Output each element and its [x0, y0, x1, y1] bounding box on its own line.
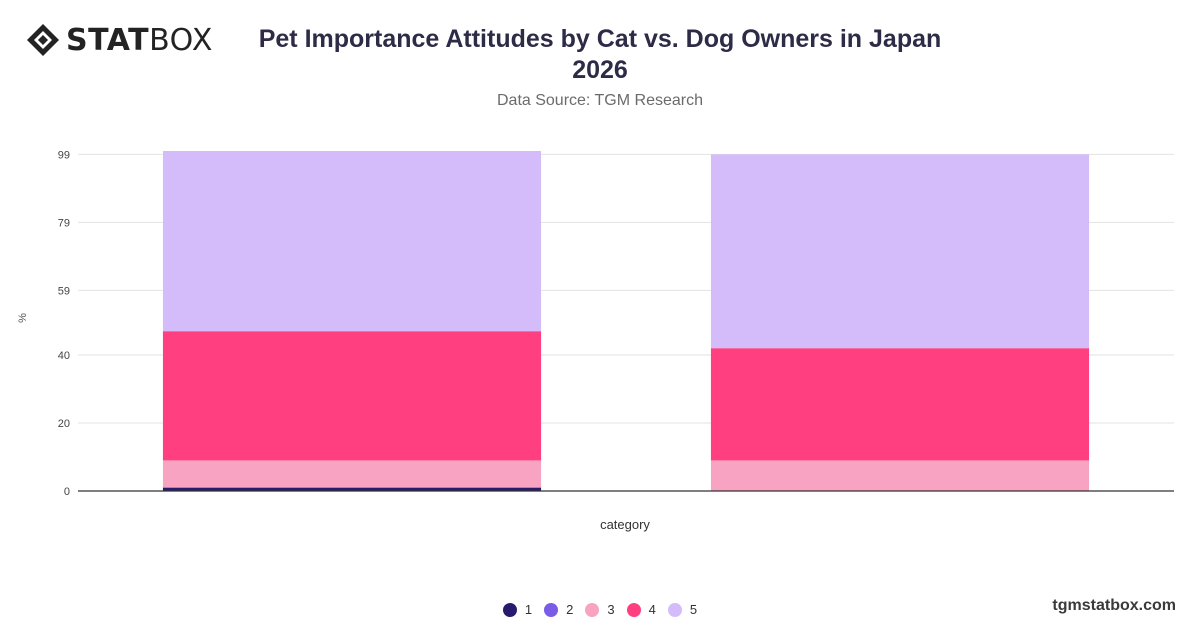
- statbox-diamond-icon: [27, 24, 59, 56]
- y-tick-label: 40: [58, 350, 70, 362]
- legend-marker-icon: [544, 602, 559, 617]
- legend-item-5[interactable]: 5: [667, 602, 698, 617]
- chart-subtitle: Data Source: TGM Research: [496, 92, 703, 109]
- legend-label: 1: [524, 602, 533, 617]
- legend-marker-icon: [502, 602, 517, 617]
- logo-bold-text: STAT: [66, 22, 150, 58]
- y-tick-label: 99: [58, 149, 70, 161]
- bar-segment-series-4: [162, 331, 542, 461]
- y-tick-label: 0: [64, 486, 70, 498]
- legend-label: 2: [566, 602, 574, 617]
- x-axis-label: category: [600, 517, 650, 532]
- y-tick-label: 20: [58, 418, 70, 430]
- legend-marker-icon: [667, 602, 682, 617]
- footer-brand: tgmstatbox.com: [1052, 597, 1176, 614]
- legend-marker-icon: [626, 602, 641, 617]
- legend-label: 5: [689, 602, 698, 617]
- bar-segment-series-1: [162, 487, 542, 491]
- bar-segment-series-5: [162, 151, 542, 332]
- bar-segment-series-4: [710, 348, 1090, 461]
- bar-segment-series-3: [710, 460, 1090, 491]
- legend-marker-icon: [585, 602, 600, 617]
- y-tick-label: 59: [58, 285, 70, 297]
- legend-item-4[interactable]: 4: [626, 602, 656, 617]
- legend-label: 3: [607, 602, 615, 617]
- statbox-logo: STATBOX: [26, 22, 213, 58]
- logo-text: STATBOX: [66, 23, 213, 58]
- legend-item-2[interactable]: 2: [544, 602, 573, 617]
- logo-light-text: BOX: [149, 22, 213, 58]
- chart-legend: 1 2 3 4 5: [0, 602, 1200, 617]
- y-tick-label: 79: [58, 217, 70, 229]
- bar-segment-series-5: [710, 154, 1090, 349]
- chart-title: Pet Importance Attitudes by Cat vs. Dog …: [258, 25, 942, 84]
- bar-segment-series-3: [162, 460, 542, 488]
- legend-item-3[interactable]: 3: [585, 602, 615, 617]
- legend-label: 4: [648, 602, 656, 617]
- legend-item-1[interactable]: 1: [502, 602, 533, 617]
